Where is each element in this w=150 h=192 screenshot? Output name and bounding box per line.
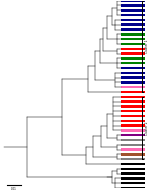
Bar (122, 57, 145, 60)
Bar (122, 62, 145, 64)
Bar (122, 148, 145, 151)
Bar (122, 129, 145, 132)
Bar (122, 139, 145, 141)
Bar (122, 144, 145, 146)
Text: Cluster 2: Cluster 2 (145, 121, 149, 135)
Text: Cluster 1: Cluster 1 (145, 40, 149, 53)
Bar (122, 163, 145, 165)
Bar (122, 76, 145, 79)
Bar (122, 38, 145, 40)
Bar (122, 91, 145, 93)
Bar (122, 182, 145, 185)
Bar (122, 14, 145, 16)
Bar (122, 67, 145, 69)
Bar (122, 96, 145, 98)
Bar (122, 72, 145, 74)
Bar (122, 110, 145, 112)
Bar (122, 172, 145, 175)
Bar (122, 86, 145, 88)
Bar (122, 43, 145, 45)
Bar (122, 168, 145, 170)
Bar (122, 134, 145, 137)
Text: 0.01: 0.01 (11, 187, 17, 191)
Bar (122, 19, 145, 21)
Bar (122, 23, 145, 26)
Bar (122, 28, 145, 31)
Bar (122, 9, 145, 12)
Bar (122, 100, 145, 103)
Bar (122, 52, 145, 55)
Bar (122, 4, 145, 7)
Bar (122, 124, 145, 127)
Bar (122, 177, 145, 180)
Bar (122, 47, 145, 50)
Bar (122, 120, 145, 122)
Bar (122, 33, 145, 36)
Bar (122, 0, 145, 2)
Bar (122, 105, 145, 108)
Bar (122, 187, 145, 189)
Bar (122, 115, 145, 117)
Bar (122, 158, 145, 161)
Bar (122, 153, 145, 156)
Bar (122, 81, 145, 84)
